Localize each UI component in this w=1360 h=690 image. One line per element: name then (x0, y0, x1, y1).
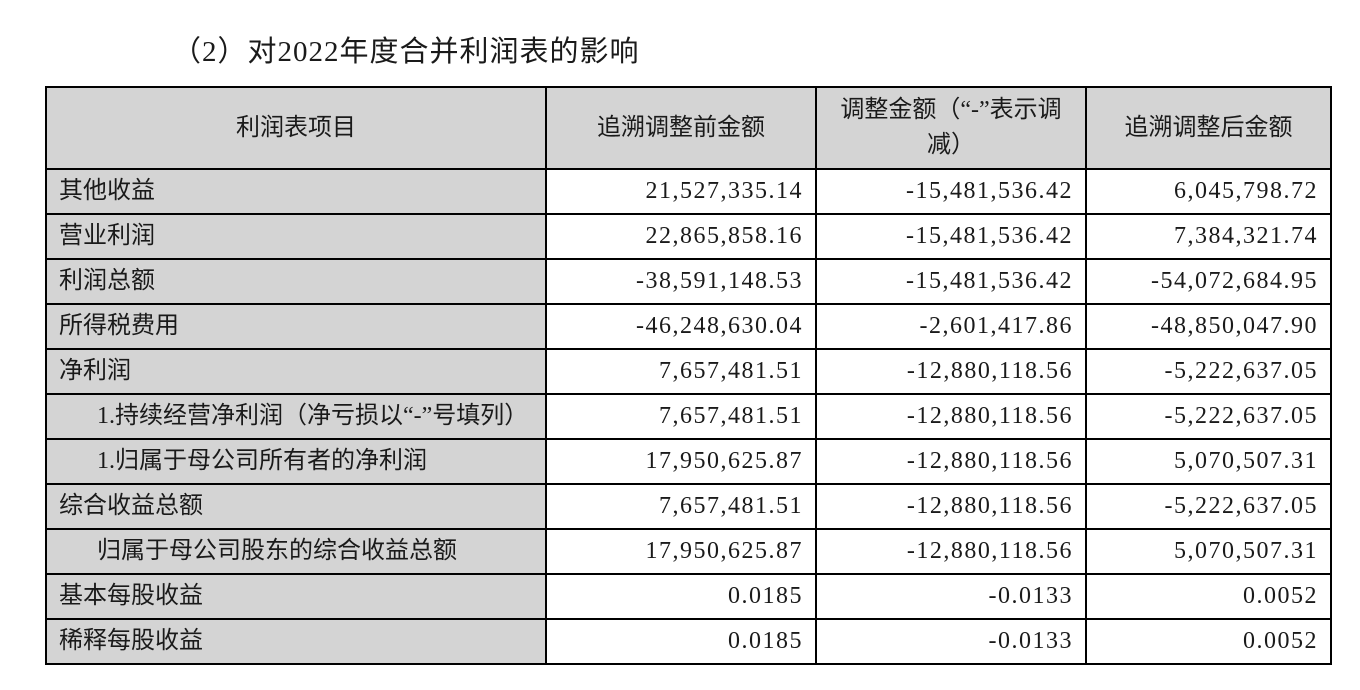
table-row: 营业利润 22,865,858.16 -15,481,536.42 7,384,… (45, 213, 1332, 260)
table-row: 其他收益 21,527,335.14 -15,481,536.42 6,045,… (45, 168, 1332, 215)
row-adjustment-amount: -12,880,118.56 (815, 438, 1087, 485)
row-before-amount: 21,527,335.14 (545, 168, 817, 215)
row-adjustment-amount: -12,880,118.56 (815, 528, 1087, 575)
row-adjustment-amount: -15,481,536.42 (815, 258, 1087, 305)
table-row: 稀释每股收益 0.0185 -0.0133 0.0052 (45, 618, 1332, 665)
row-before-amount: 7,657,481.51 (545, 348, 817, 395)
row-item-label: 综合收益总额 (45, 483, 547, 530)
row-before-amount: 0.0185 (545, 573, 817, 620)
header-adjustment-amount-column: 调整金额（“-”表示调减） (815, 86, 1087, 170)
row-before-amount: 7,657,481.51 (545, 483, 817, 530)
row-after-amount: 6,045,798.72 (1085, 168, 1332, 215)
row-item-label: 归属于母公司股东的综合收益总额 (45, 528, 547, 575)
table-row: 1.持续经营净利润（净亏损以“-”号填列） 7,657,481.51 -12,8… (45, 393, 1332, 440)
row-adjustment-amount: -2,601,417.86 (815, 303, 1087, 350)
row-after-amount: 0.0052 (1085, 618, 1332, 665)
row-adjustment-amount: -0.0133 (815, 618, 1087, 665)
row-after-amount: 0.0052 (1085, 573, 1332, 620)
row-item-label: 所得税费用 (45, 303, 547, 350)
table-row: 净利润 7,657,481.51 -12,880,118.56 -5,222,6… (45, 348, 1332, 395)
row-adjustment-amount: -0.0133 (815, 573, 1087, 620)
header-row: 利润表项目 追溯调整前金额 调整金额（“-”表示调减） 追溯调整后金额 (45, 86, 1332, 170)
row-adjustment-amount: -12,880,118.56 (815, 348, 1087, 395)
row-item-label: 稀释每股收益 (45, 618, 547, 665)
row-after-amount: -5,222,637.05 (1085, 483, 1332, 530)
section-title: （2）对2022年度合并利润表的影响 (172, 36, 640, 68)
table-row: 综合收益总额 7,657,481.51 -12,880,118.56 -5,22… (45, 483, 1332, 530)
table-row: 基本每股收益 0.0185 -0.0133 0.0052 (45, 573, 1332, 620)
row-after-amount: -5,222,637.05 (1085, 348, 1332, 395)
row-after-amount: -54,072,684.95 (1085, 258, 1332, 305)
row-item-label: 其他收益 (45, 168, 547, 215)
table-row: 1.归属于母公司所有者的净利润 17,950,625.87 -12,880,11… (45, 438, 1332, 485)
row-item-label: 1.持续经营净利润（净亏损以“-”号填列） (45, 393, 547, 440)
row-adjustment-amount: -15,481,536.42 (815, 213, 1087, 260)
row-before-amount: 17,950,625.87 (545, 438, 817, 485)
row-after-amount: 5,070,507.31 (1085, 438, 1332, 485)
row-item-label: 1.归属于母公司所有者的净利润 (45, 438, 547, 485)
table-row: 归属于母公司股东的综合收益总额 17,950,625.87 -12,880,11… (45, 528, 1332, 575)
row-after-amount: -5,222,637.05 (1085, 393, 1332, 440)
row-before-amount: 0.0185 (545, 618, 817, 665)
row-after-amount: -48,850,047.90 (1085, 303, 1332, 350)
table-header: 利润表项目 追溯调整前金额 调整金额（“-”表示调减） 追溯调整后金额 (45, 86, 1332, 170)
income-statement-impact-table: 利润表项目 追溯调整前金额 调整金额（“-”表示调减） 追溯调整后金额 其他收益… (45, 86, 1332, 665)
row-item-label: 基本每股收益 (45, 573, 547, 620)
table-row: 所得税费用 -46,248,630.04 -2,601,417.86 -48,8… (45, 303, 1332, 350)
row-before-amount: -46,248,630.04 (545, 303, 817, 350)
row-adjustment-amount: -15,481,536.42 (815, 168, 1087, 215)
header-item-column: 利润表项目 (45, 86, 547, 170)
table-row: 利润总额 -38,591,148.53 -15,481,536.42 -54,0… (45, 258, 1332, 305)
row-before-amount: 17,950,625.87 (545, 528, 817, 575)
header-after-adjustment-column: 追溯调整后金额 (1085, 86, 1332, 170)
row-after-amount: 7,384,321.74 (1085, 213, 1332, 260)
row-before-amount: 22,865,858.16 (545, 213, 817, 260)
row-adjustment-amount: -12,880,118.56 (815, 393, 1087, 440)
row-before-amount: 7,657,481.51 (545, 393, 817, 440)
row-item-label: 利润总额 (45, 258, 547, 305)
row-before-amount: -38,591,148.53 (545, 258, 817, 305)
row-adjustment-amount: -12,880,118.56 (815, 483, 1087, 530)
header-before-adjustment-column: 追溯调整前金额 (545, 86, 817, 170)
table-body: 其他收益 21,527,335.14 -15,481,536.42 6,045,… (45, 168, 1332, 665)
row-after-amount: 5,070,507.31 (1085, 528, 1332, 575)
row-item-label: 营业利润 (45, 213, 547, 260)
row-item-label: 净利润 (45, 348, 547, 395)
